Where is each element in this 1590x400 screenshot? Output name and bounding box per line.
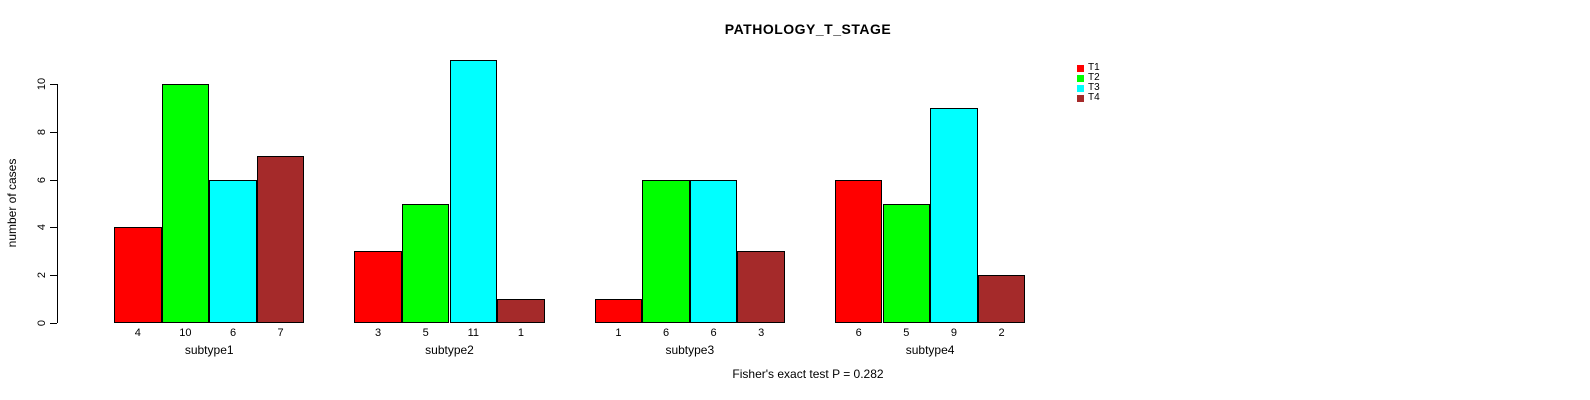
bar-value-label: 1 bbox=[615, 327, 622, 339]
x-axis-label-subtype3: subtype3 bbox=[665, 343, 715, 357]
y-tick-label: 4 bbox=[36, 224, 48, 231]
legend-label: T1 bbox=[1088, 62, 1100, 73]
x-axis-label-subtype4: subtype4 bbox=[905, 343, 955, 357]
bar-value-label: 6 bbox=[229, 327, 237, 339]
bar-value-label: 5 bbox=[903, 327, 910, 339]
bar-t2-subtype1 bbox=[161, 84, 210, 323]
legend-item-t3: T3 bbox=[1077, 83, 1100, 93]
bar-t4-subtype3 bbox=[737, 251, 785, 323]
bar-value-label: 11 bbox=[467, 327, 480, 339]
y-tick bbox=[50, 227, 57, 229]
y-axis-line bbox=[57, 84, 58, 323]
y-tick bbox=[50, 323, 57, 324]
bar-value-label: 5 bbox=[422, 327, 429, 339]
y-tick bbox=[50, 275, 57, 277]
legend-label: T2 bbox=[1088, 72, 1100, 83]
bar-value-label: 3 bbox=[375, 327, 382, 339]
y-tick bbox=[50, 131, 57, 133]
legend-label: T4 bbox=[1088, 92, 1100, 103]
bar-t4-subtype1 bbox=[256, 155, 305, 323]
y-tick-label: 8 bbox=[36, 128, 48, 135]
bar-t3-subtype1 bbox=[209, 179, 257, 323]
bar-t4-subtype2 bbox=[497, 299, 545, 323]
y-tick-label: 6 bbox=[36, 176, 48, 183]
legend-swatch-t4 bbox=[1077, 94, 1084, 102]
y-tick-label: 2 bbox=[36, 272, 48, 279]
bar-value-label: 6 bbox=[855, 327, 862, 339]
bar-value-label: 10 bbox=[179, 327, 192, 339]
bar-t4-subtype4 bbox=[977, 275, 1026, 323]
bar-t1-subtype4 bbox=[834, 179, 883, 323]
legend-item-t1: T1 bbox=[1077, 63, 1100, 73]
y-tick-label: 10 bbox=[36, 77, 48, 91]
bar-value-label: 3 bbox=[758, 327, 765, 339]
legend: T1 T2 T3 T4 bbox=[1077, 63, 1100, 103]
bar-value-label: 6 bbox=[710, 327, 717, 339]
bar-t1-subtype1 bbox=[114, 227, 162, 323]
y-tick bbox=[50, 179, 57, 181]
y-tick-label: 0 bbox=[36, 319, 48, 327]
x-axis-label-subtype1: subtype1 bbox=[184, 343, 234, 357]
bar-value-label: 2 bbox=[998, 327, 1005, 339]
legend-swatch-t2 bbox=[1077, 74, 1084, 82]
bar-t3-subtype3 bbox=[689, 179, 738, 323]
legend-item-t2: T2 bbox=[1077, 73, 1100, 83]
bar-value-label: 1 bbox=[517, 327, 524, 339]
bar-t3-subtype2 bbox=[449, 60, 498, 323]
footnote-annotation: Fisher's exact test P = 0.282 bbox=[732, 367, 884, 381]
bar-t2-subtype2 bbox=[401, 203, 450, 323]
legend-item-t4: T4 bbox=[1077, 93, 1100, 103]
x-axis-label-subtype2: subtype2 bbox=[425, 343, 474, 357]
legend-swatch-t3 bbox=[1077, 84, 1084, 92]
bar-t1-subtype2 bbox=[354, 251, 402, 323]
legend-label: T3 bbox=[1088, 82, 1100, 93]
bar-value-label: 6 bbox=[662, 327, 670, 339]
bar-t2-subtype3 bbox=[642, 179, 690, 323]
bar-t1-subtype3 bbox=[594, 299, 643, 323]
bar-t2-subtype4 bbox=[882, 203, 931, 323]
bar-value-label: 7 bbox=[277, 327, 284, 339]
legend-swatch-t1 bbox=[1077, 64, 1084, 72]
y-tick bbox=[50, 84, 57, 85]
chart-title: PATHOLOGY_T_STAGE bbox=[724, 21, 892, 37]
bar-value-label: 9 bbox=[950, 327, 957, 339]
bar-t3-subtype4 bbox=[930, 107, 978, 323]
bar-value-label: 4 bbox=[134, 327, 141, 339]
